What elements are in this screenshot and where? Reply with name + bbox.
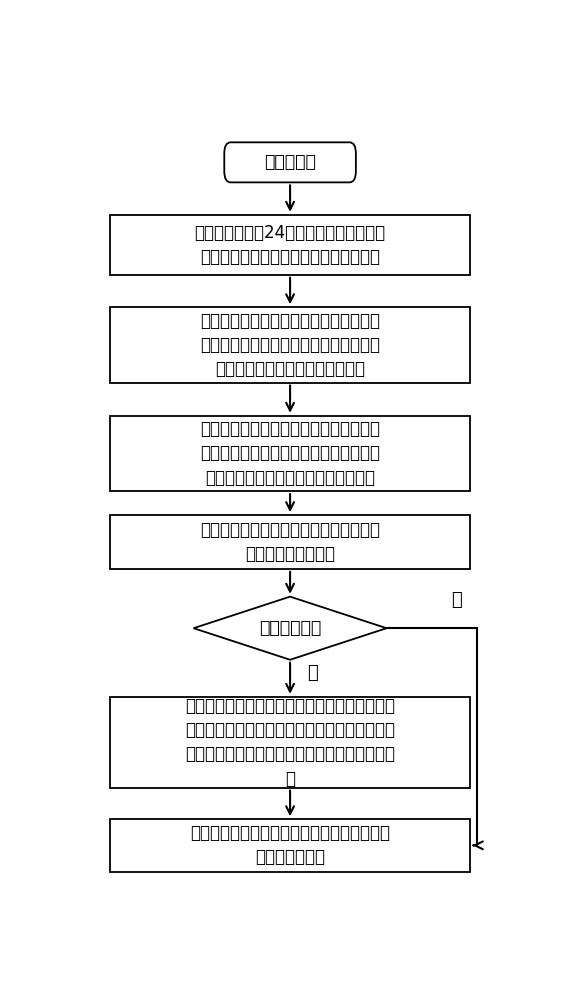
Bar (110, 515, 470, 569)
Bar (110, 215, 470, 275)
Text: 以由优先目标函数和约束条件组成的优化问题中
最优解时的所有就地消纳方案为寻优范围，建立
由次要目标函数和约束条件组成的优化模型并求
解: 以由优先目标函数和约束条件组成的优化问题中 最优解时的所有就地消纳方案为寻优范围… (185, 697, 395, 788)
Text: 首先对由优先目标函数和约束条件组成的
优化问题进行求解；: 首先对由优先目标函数和约束条件组成的 优化问题进行求解； (200, 521, 380, 563)
Text: 将未来一天分为24个调度时段，以光伏集
群的功率消纳率最高建立优先目标函数；: 将未来一天分为24个调度时段，以光伏集 群的功率消纳率最高建立优先目标函数； (195, 224, 385, 266)
Text: 最优解唯一吗: 最优解唯一吗 (259, 619, 321, 637)
Bar (110, 307, 470, 383)
Text: 否: 否 (307, 664, 318, 682)
FancyBboxPatch shape (224, 142, 356, 182)
Text: 初始化数据: 初始化数据 (264, 153, 316, 171)
Bar (110, 416, 470, 491)
Polygon shape (194, 597, 387, 660)
Bar (110, 819, 470, 872)
Bar (110, 697, 470, 788)
Text: 建立就地消纳模型所要满足的储能相关的
约束条件，立就地消纳模型所要满足的火
电机组相关的约束条件，其他必要约束: 建立就地消纳模型所要满足的储能相关的 约束条件，立就地消纳模型所要满足的火 电机… (200, 420, 380, 487)
Text: 是: 是 (452, 591, 462, 609)
Text: 得到光伏集群就地消纳方案为所需方案，停止
计算，输出结果: 得到光伏集群就地消纳方案为所需方案，停止 计算，输出结果 (190, 824, 390, 866)
Text: 以系统运行成本最小为次要目标函数的第
一个子目标，以储能电量越限惩罚量最小
为次要目标函数的第二个子目标；: 以系统运行成本最小为次要目标函数的第 一个子目标，以储能电量越限惩罚量最小 为次… (200, 312, 380, 378)
